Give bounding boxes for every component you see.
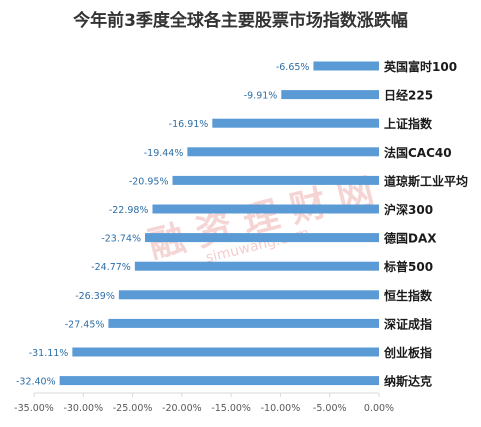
bar	[152, 204, 379, 214]
x-tick-label: -30.00%	[63, 403, 103, 414]
data-label: -32.40%	[16, 377, 56, 388]
bar	[134, 261, 379, 271]
data-label: -19.44%	[144, 148, 184, 159]
x-tick-label: 0.00%	[364, 403, 394, 414]
x-tick-label: -15.00%	[211, 403, 251, 414]
data-label: -9.91%	[244, 91, 278, 102]
data-label: -31.11%	[29, 348, 69, 359]
bar	[212, 118, 379, 128]
category-label: 法国CAC40	[384, 145, 452, 160]
bar	[108, 318, 380, 328]
bar	[59, 376, 379, 386]
bar	[281, 90, 379, 100]
x-tick-label: -5.00%	[313, 403, 347, 414]
category-label: 创业板指	[383, 345, 432, 360]
category-label: 深证成指	[384, 316, 432, 331]
data-label: -20.95%	[129, 176, 169, 187]
data-label: -26.39%	[75, 291, 115, 302]
bar	[313, 61, 379, 71]
category-label: 纳斯达克	[384, 374, 432, 389]
data-label: -27.45%	[65, 319, 105, 330]
bar	[172, 175, 379, 185]
category-label: 沪深300	[384, 202, 433, 217]
chart-title: 今年前3季度全球各主要股票市场指数涨跌幅	[73, 11, 408, 31]
data-label: -22.98%	[109, 205, 149, 216]
x-tick-label: -25.00%	[113, 403, 153, 414]
x-tick-label: -35.00%	[14, 403, 54, 414]
category-label: 上证指数	[384, 116, 433, 131]
x-tick-label: -20.00%	[162, 403, 202, 414]
bar	[72, 347, 379, 357]
data-label: -16.91%	[169, 119, 209, 130]
x-tick-label: -10.00%	[261, 403, 301, 414]
data-label: -24.77%	[91, 262, 131, 273]
category-label: 道琼斯工业平均	[384, 173, 468, 188]
bar	[187, 147, 379, 157]
category-label: 英国富时100	[384, 59, 457, 74]
data-label: -23.74%	[101, 234, 141, 245]
category-label: 德国DAX	[384, 231, 437, 246]
bar	[144, 233, 379, 243]
bar	[118, 290, 380, 300]
category-label: 恒生指数	[384, 288, 433, 303]
category-label: 标普500	[383, 259, 433, 274]
category-label: 日经225	[384, 88, 433, 103]
data-label: -6.65%	[276, 62, 310, 73]
